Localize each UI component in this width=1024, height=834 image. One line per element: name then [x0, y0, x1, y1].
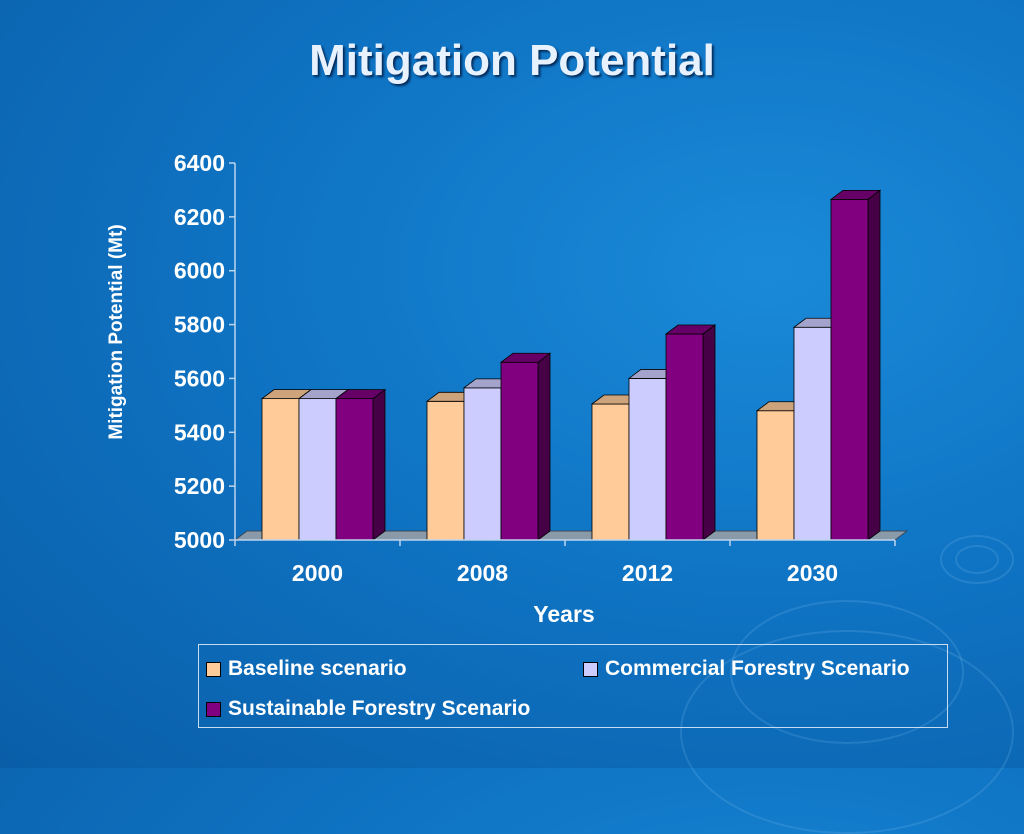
y-tick-label: 5400 — [174, 419, 225, 445]
bar-side — [537, 352, 551, 541]
y-tick-label: 6000 — [174, 258, 225, 284]
bar-front — [426, 400, 465, 541]
y-tick-label: 6200 — [174, 204, 225, 230]
y-tick-label: 5800 — [174, 312, 225, 338]
bar-top — [334, 389, 387, 400]
x-axis: 2000 2008 2012 2030 — [234, 539, 896, 586]
bar — [829, 189, 882, 541]
bar-front — [335, 398, 374, 541]
bar-front — [591, 403, 630, 541]
legend-label: Sustainable Forestry Scenario — [228, 697, 531, 720]
bar-front — [830, 198, 869, 541]
x-tick-label: 2030 — [787, 560, 838, 586]
y-tick-label: 5000 — [174, 527, 225, 553]
legend-item-sustainable: Sustainable Forestry Scenario — [206, 697, 530, 721]
x-axis-label: Years — [533, 601, 594, 627]
bar-front — [463, 387, 502, 541]
bar-front — [665, 333, 704, 541]
bar — [664, 324, 717, 541]
legend-label: Commercial Forestry Scenario — [605, 657, 910, 680]
bar-front — [500, 361, 539, 541]
chart-legend: Baseline scenario Commercial Forestry Sc… — [198, 644, 948, 728]
bar — [334, 388, 387, 541]
legend-item-commercial: Commercial Forestry Scenario — [583, 657, 910, 681]
slide-title: Mitigation Potential — [309, 36, 715, 85]
legend-item-baseline: Baseline scenario — [206, 657, 407, 681]
legend-label: Baseline scenario — [228, 657, 407, 680]
y-axis-label: Mitigation Potential (Mt) — [106, 224, 127, 439]
legend-swatch — [206, 701, 221, 717]
bar-front — [756, 410, 795, 541]
bar-side — [867, 189, 881, 541]
chart-bars — [260, 189, 882, 541]
bar-top — [499, 352, 552, 363]
y-tick-label: 5600 — [174, 365, 225, 391]
bar-top — [664, 324, 717, 335]
legend-swatch — [206, 661, 221, 677]
y-tick-label: 6400 — [174, 150, 225, 176]
x-tick-label: 2000 — [292, 560, 343, 586]
bar-front — [298, 398, 337, 541]
y-tick-label: 5200 — [174, 473, 225, 499]
bar-front — [261, 398, 300, 541]
y-axis: 5000 5200 5400 5600 5800 6000 6200 6400 — [174, 150, 236, 553]
decorative-ripple — [955, 545, 999, 574]
decorative-ripple — [940, 535, 1014, 584]
bar-top — [829, 189, 882, 200]
bar-front — [793, 326, 832, 541]
legend-swatch — [583, 661, 598, 677]
x-tick-label: 2008 — [457, 560, 508, 586]
bar-front — [628, 378, 667, 541]
bar — [499, 352, 552, 541]
bar-side — [702, 324, 716, 541]
x-tick-label: 2012 — [622, 560, 673, 586]
bar-side — [372, 388, 386, 541]
